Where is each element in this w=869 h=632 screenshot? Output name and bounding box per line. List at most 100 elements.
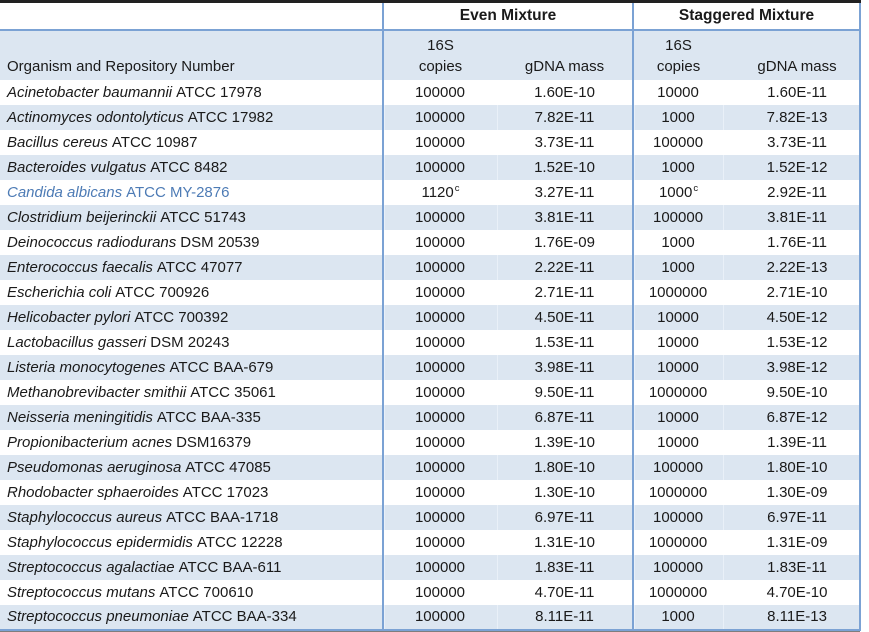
even-copies-value: 100000 (414, 283, 466, 301)
staggered-gdna-mass-cell: 1.76E-11 (723, 230, 860, 255)
even-16s-copies-cell: 100000 (382, 429, 497, 455)
staggered-gdna-value: 3.81E-11 (767, 208, 827, 226)
staggered-copies-value: 1000000 (648, 383, 708, 401)
staggered-16s-copies-cell: 1000000 (632, 379, 724, 405)
staggered-16s-copies-cell: 1000 (632, 229, 724, 255)
organism-cell: Candida albicans ATCC MY-2876 (0, 180, 383, 205)
column-header-row: Organism and Repository Number 16S copies… (0, 29, 861, 80)
staggered-copies-value: 10000 (657, 358, 699, 376)
table-row: Pseudomonas aeruginosa ATCC 47085 100000 … (0, 454, 861, 480)
staggered-copies-value: 10000 (657, 83, 699, 101)
staggered-copies-value: 1000000 (648, 533, 708, 551)
header-copies-label: copies (656, 57, 701, 75)
even-16s-copies-cell: 100000 (382, 479, 497, 505)
repository-number: ATCC BAA-335 (156, 408, 261, 426)
staggered-gdna-mass-cell: 9.50E-10 (723, 380, 860, 405)
even-16s-copies-cell: 100000 (382, 454, 497, 480)
even-16s-copies-cell: 100000 (382, 579, 497, 605)
table-row: Bacillus cereus ATCC 10987 100000 3.73E-1… (0, 129, 860, 155)
organism-cell: Staphylococcus epidermidis ATCC 12228 (0, 530, 383, 555)
staggered-gdna-value: 3.98E-12 (766, 358, 828, 376)
even-gdna-value: 3.73E-11 (534, 133, 595, 151)
staggered-gdna-value: 1.53E-12 (766, 333, 828, 351)
staggered-gdna-value: 7.82E-13 (766, 108, 828, 126)
even-gdna-value: 1.60E-10 (534, 83, 595, 101)
repository-number: ATCC 8482 (150, 158, 228, 176)
staggered-gdna-value: 8.11E-13 (767, 608, 827, 625)
even-gdna-mass-cell: 4.70E-11 (497, 580, 633, 605)
organism-cell: Pseudomonas aeruginosa ATCC 47085 (0, 454, 383, 480)
organism-name: Acinetobacter baumannii (7, 83, 173, 101)
table-row: Staphylococcus epidermidis ATCC 12228 100… (0, 529, 860, 555)
staggered-copies-value: 100000 (652, 458, 704, 476)
even-gdna-value: 3.98E-11 (534, 358, 595, 376)
staggered-16s-copies-cell: 1000000 (632, 579, 724, 605)
table-row: Deinococcus radiodurans DSM 20539 100000 … (0, 229, 860, 255)
staggered-16s-copies-cell: 100000 (632, 204, 724, 230)
staggered-gdna-mass-cell: 1.30E-09 (723, 480, 860, 505)
table-row: Streptococcus agalactiae ATCC BAA-611 100… (0, 554, 861, 580)
even-copies-value: 100000 (414, 383, 466, 401)
table-row: Methanobrevibacter smithii ATCC 35061 100… (0, 379, 860, 405)
staggered-gdna-mass-cell: 3.73E-11 (723, 130, 860, 155)
even-gdna-mass-cell: 1.30E-10 (497, 480, 633, 505)
table-row: Enterococcus faecalis ATCC 47077 100000 2… (0, 254, 861, 280)
staggered-gdna-mass-cell: 4.70E-10 (723, 580, 860, 605)
even-16s-copies-cell: 100000 (382, 154, 497, 180)
even-gdna-mass-cell: 1.60E-10 (497, 80, 633, 105)
even-gdna-value: 4.50E-11 (534, 308, 595, 326)
even-gdna-mass-cell: 3.73E-11 (497, 130, 633, 155)
even-copies-value: 100000 (414, 258, 466, 276)
staggered-gdna-value: 6.97E-11 (767, 508, 827, 526)
organism-name: Staphylococcus aureus (7, 508, 163, 526)
corner-empty-cell (0, 1, 383, 31)
staggered-16s-copies-cell: 1000 (632, 104, 724, 130)
even-gdna-mass-cell: 1.76E-09 (497, 230, 633, 255)
repository-number: ATCC BAA-611 (178, 558, 282, 576)
organism-name: Clostridium beijerinckii (7, 208, 157, 226)
organism-name: Streptococcus pneumoniae (7, 608, 189, 625)
organism-name: Lactobacillus gasseri (7, 333, 147, 351)
staggered-gdna-mass-cell: 1.60E-11 (723, 80, 860, 105)
repository-number: ATCC 35061 (190, 383, 276, 401)
even-gdna-value: 9.50E-11 (534, 383, 595, 401)
organism-name: Bacteroides vulgatus (7, 158, 147, 176)
staggered-copies-value: 10000 (657, 433, 699, 451)
staggered-16s-copies-cell: 10000 (632, 329, 724, 355)
table-row: Bacteroides vulgatus ATCC 8482 100000 1.5… (0, 154, 861, 180)
organism-name: Pseudomonas aeruginosa (7, 458, 182, 476)
even-copies-value: 100000 (414, 83, 466, 101)
table-row: Streptococcus mutans ATCC 700610 100000 4… (0, 579, 860, 605)
organism-cell: Escherichia coli ATCC 700926 (0, 280, 383, 305)
footnote-marker: c (693, 182, 699, 194)
organism-cell: Rhodobacter sphaeroides ATCC 17023 (0, 480, 383, 505)
even-gdna-value: 4.70E-11 (534, 583, 595, 601)
even-gdna-mass-cell: 4.50E-11 (497, 304, 634, 330)
table-row: Escherichia coli ATCC 700926 100000 2.71E… (0, 279, 860, 305)
staggered-16s-copies-cell: 10000 (632, 404, 724, 430)
staggered-gdna-value: 1.31E-09 (766, 533, 828, 551)
repository-number: ATCC 700926 (115, 283, 210, 301)
even-16s-copies-cell: 100000 (382, 354, 497, 380)
even-gdna-mass-cell: 1.52E-10 (497, 154, 634, 180)
organism-cell: Streptococcus mutans ATCC 700610 (0, 580, 383, 605)
staggered-gdna-mass-cell: 6.97E-11 (723, 504, 861, 530)
organism-name: Rhodobacter sphaeroides (7, 483, 179, 501)
table-row: Propionibacterium acnes DSM16379 100000 1… (0, 429, 860, 455)
table-row: Candida albicans ATCC MY-2876 1120c 3.27E… (0, 179, 860, 205)
staggered-gdna-value: 2.22E-13 (766, 258, 828, 276)
even-gdna-mass-header: gDNA mass (497, 29, 634, 80)
organism-name: Actinomyces odontolyticus (7, 108, 184, 126)
even-copies-value: 100000 (414, 158, 466, 176)
even-16s-copies-cell: 100000 (382, 104, 497, 130)
staggered-16s-copies-cell: 1000 (632, 254, 724, 280)
staggered-gdna-mass-cell: 3.98E-12 (723, 354, 861, 380)
staggered-gdna-mass-cell: 7.82E-13 (723, 104, 861, 130)
staggered-gdna-value: 1.30E-09 (766, 483, 828, 501)
even-gdna-value: 2.71E-11 (534, 283, 595, 301)
staggered-gdna-mass-header: gDNA mass (723, 29, 861, 80)
even-16s-copies-cell: 100000 (382, 404, 497, 430)
repository-number: ATCC BAA-679 (169, 358, 274, 376)
organism-name: Deinococcus radiodurans (7, 233, 177, 251)
